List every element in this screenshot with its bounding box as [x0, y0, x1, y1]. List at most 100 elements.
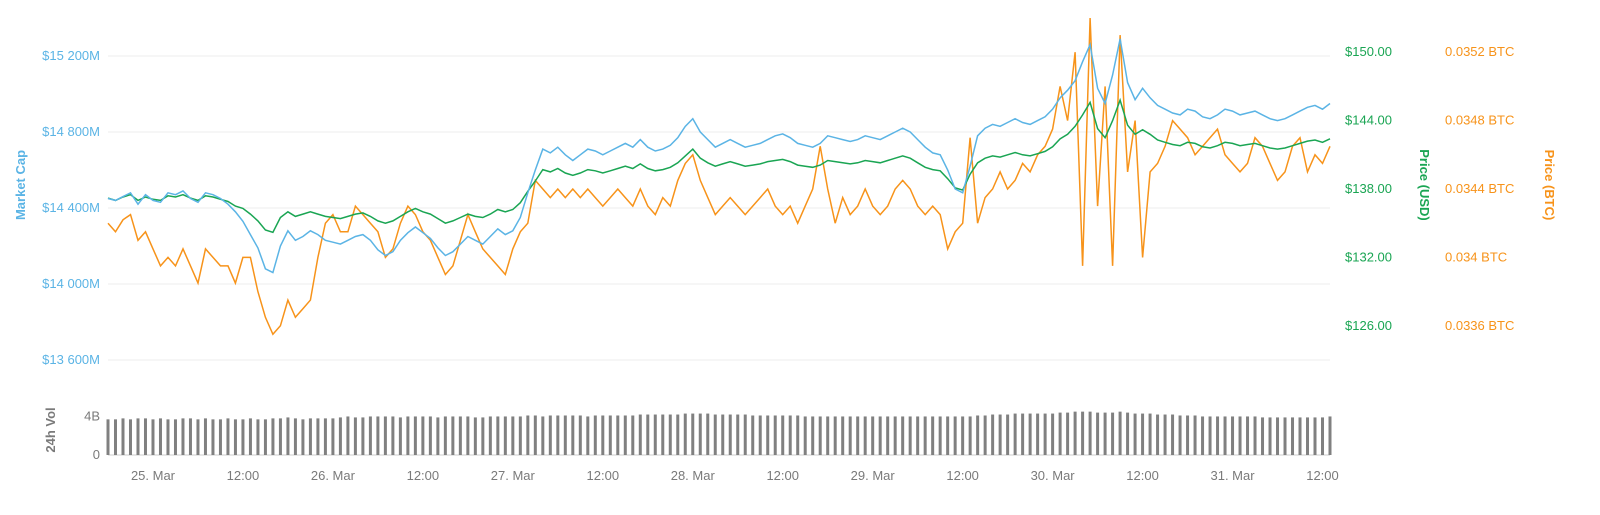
volume-bar: [496, 416, 499, 455]
volume-bar: [706, 414, 709, 455]
volume-bar: [894, 416, 897, 455]
volume-bar: [564, 415, 567, 455]
volume-bar: [1179, 415, 1182, 455]
volume-bar: [1239, 416, 1242, 455]
volume-bar: [1299, 417, 1302, 455]
volume-bar: [451, 416, 454, 455]
volume-bar: [114, 419, 117, 455]
volume-bar: [1329, 416, 1332, 455]
chart-svg[interactable]: $15 200M$14 800M$14 400M$14 000M$13 600M…: [0, 0, 1600, 515]
volume-bar: [466, 416, 469, 455]
volume-bar: [361, 417, 364, 455]
volume-bar: [856, 416, 859, 455]
volume-bar: [534, 415, 537, 455]
volume-bar: [369, 416, 372, 455]
x-tick-label: 30. Mar: [1031, 468, 1076, 483]
volume-bar: [1284, 417, 1287, 455]
volume-bar: [766, 415, 769, 455]
volume-bar: [729, 415, 732, 455]
volume-bar: [421, 416, 424, 455]
volume-bar: [676, 415, 679, 455]
x-tick-label: 12:00: [227, 468, 260, 483]
x-tick-label: 25. Mar: [131, 468, 176, 483]
volume-bar: [1111, 413, 1114, 455]
volume-bar: [271, 418, 274, 455]
volume-bar: [586, 416, 589, 455]
volume-bar: [1134, 414, 1137, 455]
volume-bar: [1186, 415, 1189, 455]
y-tick-label: 0.0352 BTC: [1445, 44, 1514, 59]
volume-bar: [279, 418, 282, 455]
axis-label: Price (USD): [1417, 149, 1432, 221]
volume-bar: [954, 416, 957, 455]
volume-bar: [429, 416, 432, 455]
volume-bar: [174, 419, 177, 455]
volume-bar: [504, 416, 507, 455]
volume-bar: [991, 415, 994, 455]
volume-bar: [129, 419, 132, 455]
volume-bar: [751, 415, 754, 455]
x-tick-label: 12:00: [587, 468, 620, 483]
volume-bar: [961, 416, 964, 455]
volume-bar: [931, 416, 934, 455]
volume-bar: [1149, 414, 1152, 455]
volume-bar: [541, 416, 544, 455]
volume-bar: [1036, 414, 1039, 455]
x-tick-label: 12:00: [946, 468, 979, 483]
volume-bar: [796, 415, 799, 455]
volume-bar: [1104, 413, 1107, 455]
volume-bar: [1321, 417, 1324, 455]
x-tick-label: 12:00: [407, 468, 440, 483]
volume-bar: [1089, 412, 1092, 455]
volume-bar: [1164, 415, 1167, 455]
volume-bar: [241, 419, 244, 455]
x-tick-label: 12:00: [1126, 468, 1159, 483]
volume-bar: [196, 419, 199, 455]
volume-bar: [489, 416, 492, 455]
volume-bar: [1224, 416, 1227, 455]
volume-bar: [879, 416, 882, 455]
y-tick-label: $126.00: [1345, 318, 1392, 333]
volume-bar: [1006, 415, 1009, 455]
volume-bar: [969, 416, 972, 455]
volume-bar: [549, 415, 552, 455]
volume-bar: [144, 418, 147, 455]
volume-bar: [789, 415, 792, 455]
y-tick-label: $14 400M: [42, 200, 100, 215]
volume-bar: [166, 419, 169, 455]
volume-bar: [384, 416, 387, 455]
y-tick-label: $150.00: [1345, 44, 1392, 59]
y-tick-label: $14 000M: [42, 276, 100, 291]
volume-bar: [1276, 417, 1279, 455]
y-tick-label: 0: [93, 447, 100, 462]
volume-bar: [691, 414, 694, 455]
volume-bar: [639, 415, 642, 455]
volume-bar: [556, 415, 559, 455]
volume-bar: [1066, 413, 1069, 455]
volume-bar: [946, 416, 949, 455]
volume-bar: [301, 419, 304, 455]
y-tick-label: $15 200M: [42, 48, 100, 63]
volume-bar: [916, 416, 919, 455]
volume-bar: [1269, 417, 1272, 455]
volume-bar: [107, 419, 110, 455]
volume-bar: [684, 414, 687, 455]
volume-bar: [309, 418, 312, 455]
volume-bar: [601, 415, 604, 455]
axis-label: Price (BTC): [1542, 150, 1557, 221]
volume-bar: [999, 415, 1002, 455]
y-tick-label: 0.0344 BTC: [1445, 181, 1514, 196]
volume-bar: [444, 416, 447, 455]
volume-bar: [1231, 416, 1234, 455]
volume-bar: [781, 415, 784, 455]
y-tick-label: 0.0348 BTC: [1445, 113, 1514, 128]
volume-bar: [1081, 412, 1084, 455]
volume-bar: [1306, 417, 1309, 455]
volume-bar: [849, 416, 852, 455]
volume-bar: [661, 415, 664, 455]
volume-bar: [219, 419, 222, 455]
volume-bar: [864, 416, 867, 455]
volume-bar: [699, 414, 702, 455]
volume-bar: [841, 416, 844, 455]
line-market-cap: [108, 39, 1330, 273]
